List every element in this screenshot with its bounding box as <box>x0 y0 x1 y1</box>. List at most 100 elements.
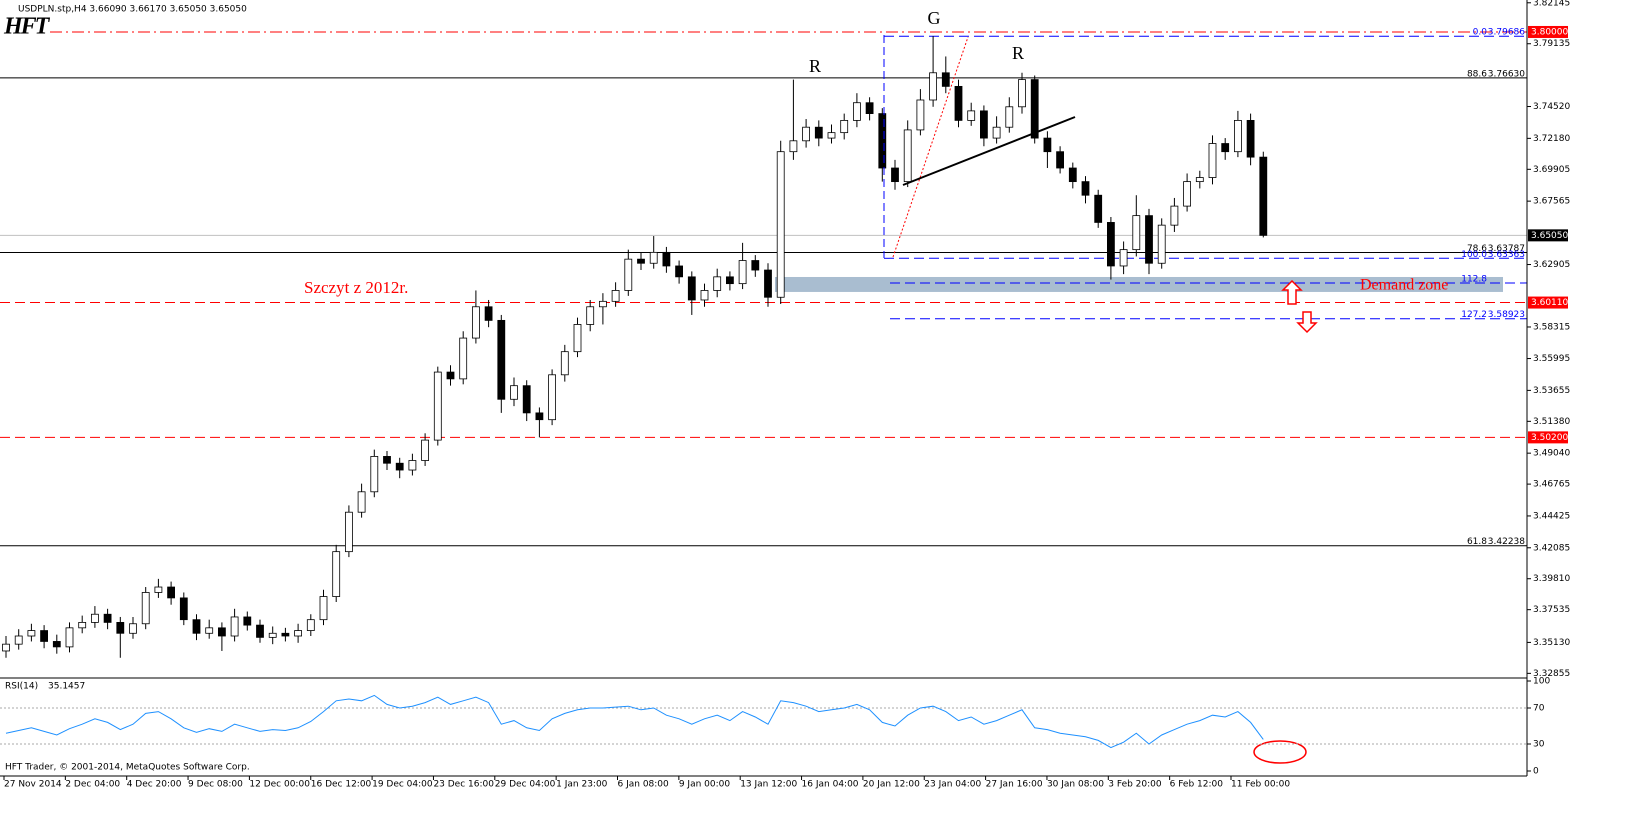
candle-body <box>2 643 10 652</box>
logo: HFT <box>3 14 51 40</box>
candle-body <box>395 462 404 471</box>
candle-layer <box>2 36 1268 658</box>
x-tick-label: 2 Dec 04:00 <box>65 780 120 790</box>
candle-body <box>916 99 925 131</box>
candle-body <box>268 632 277 638</box>
candle-body <box>611 290 620 302</box>
x-tick-label: 9 Jan 00:00 <box>679 780 731 790</box>
annotation: G <box>928 8 941 28</box>
candle-body <box>992 126 1001 139</box>
candle-body <box>827 132 836 139</box>
candle-body <box>319 596 328 621</box>
candle-body <box>154 586 163 593</box>
candle-body <box>256 624 264 638</box>
candle-body <box>497 319 506 400</box>
candle-body <box>878 113 887 169</box>
candle-body <box>649 251 658 264</box>
rsi-line <box>5 694 1264 749</box>
candle-body <box>243 616 252 626</box>
candle-body <box>522 385 531 414</box>
candle-body <box>573 324 582 353</box>
candle-body <box>357 491 366 513</box>
fib-level-name: 78.6 <box>1467 244 1487 254</box>
rsi-highlight <box>1253 740 1307 764</box>
candle-body <box>510 385 518 400</box>
x-tick-label: 29 Dec 04:00 <box>495 780 556 790</box>
x-tick-label: 13 Jan 12:00 <box>740 780 797 790</box>
candle-body <box>141 592 150 625</box>
candle-body <box>1246 119 1255 158</box>
annotation: R <box>809 56 821 76</box>
y-tick-label: 3.51380 <box>1533 417 1570 427</box>
candle-body <box>383 456 391 464</box>
candle-body <box>1145 215 1153 264</box>
candle-body <box>167 586 176 599</box>
x-tick-label: 30 Jan 08:00 <box>1047 780 1104 790</box>
candle-body <box>891 167 899 183</box>
y-tick-label: 3.32855 <box>1533 669 1570 679</box>
y-tick-label: 3.39810 <box>1533 574 1570 584</box>
candle-body <box>370 456 379 493</box>
fib-level-price: 3.63363 <box>1488 250 1525 260</box>
candle-body <box>1221 143 1230 153</box>
candle-body <box>853 102 861 121</box>
candle-body <box>179 597 188 621</box>
demand-zone <box>775 276 1503 292</box>
y-tick-label: 3.55995 <box>1533 354 1570 364</box>
y-tick-label: 3.46765 <box>1533 480 1570 490</box>
y-tick-label: 3.35130 <box>1533 638 1570 648</box>
rsi-tick-label: 100 <box>1533 677 1550 687</box>
arrow-down <box>1296 311 1318 334</box>
candle-body <box>764 269 772 298</box>
candle-body <box>1183 181 1191 207</box>
candle-body <box>776 151 785 298</box>
candle-body <box>1132 215 1141 251</box>
annotation: Demand zone <box>1360 277 1448 294</box>
y-tick-label: 3.82145 <box>1533 0 1570 8</box>
candle-body <box>802 126 810 142</box>
price-level-label: 3.50200 <box>1531 433 1568 443</box>
candle-body <box>903 129 912 183</box>
footer: HFT Trader, © 2001-2014, MetaQuotes Soft… <box>5 763 250 773</box>
candle-body <box>433 371 442 441</box>
x-tick-label: 27 Jan 16:00 <box>986 780 1043 790</box>
rsi-value: 35.1457 <box>48 682 85 692</box>
x-tick-label: 3 Feb 20:00 <box>1108 780 1162 790</box>
y-tick-label: 3.72180 <box>1533 134 1570 144</box>
price-level-box <box>1528 431 1568 444</box>
fib-level-name: 0.0 <box>1473 28 1488 38</box>
symbol-header: USDPLN.stp,H4 3.66090 3.66170 3.65050 3.… <box>18 5 247 15</box>
y-tick-label: 3.37535 <box>1533 605 1570 615</box>
rsi-tick-label: 70 <box>1533 704 1545 714</box>
candle-body <box>65 627 74 648</box>
candle-body <box>205 627 214 634</box>
candle-body <box>40 630 48 642</box>
candle-body <box>14 635 23 645</box>
y-tick-label: 3.69905 <box>1533 165 1570 175</box>
y-tick-label: 3.42085 <box>1533 543 1570 553</box>
x-tick-label: 6 Feb 12:00 <box>1170 780 1224 790</box>
candle-body <box>1056 151 1064 169</box>
x-tick-label: 12 Dec 00:00 <box>249 780 310 790</box>
x-tick-label: 6 Jan 08:00 <box>618 780 670 790</box>
fib-level-name: 61.8 <box>1467 537 1487 547</box>
fib-level-price: 3.76630 <box>1488 69 1525 79</box>
arrow-up <box>1281 279 1303 305</box>
candle-body <box>1157 224 1166 264</box>
candle-body <box>230 616 239 637</box>
candle-body <box>78 621 87 629</box>
x-tick-label: 4 Dec 20:00 <box>127 780 182 790</box>
rsi-tick-label: 0 <box>1533 767 1539 777</box>
price-level-box <box>1528 229 1568 242</box>
candle-body <box>1259 156 1268 236</box>
candle-body <box>459 337 468 380</box>
candle-body <box>929 72 937 101</box>
y-tick-label: 3.74520 <box>1533 102 1570 112</box>
candle-body <box>192 619 201 634</box>
rsi-tick-label: 30 <box>1533 740 1545 750</box>
candle-body <box>27 630 36 637</box>
fib-level-name: 112.8 <box>1461 274 1487 284</box>
candle-body <box>726 276 734 285</box>
candle-body <box>624 258 633 291</box>
candle-body <box>1107 222 1115 267</box>
